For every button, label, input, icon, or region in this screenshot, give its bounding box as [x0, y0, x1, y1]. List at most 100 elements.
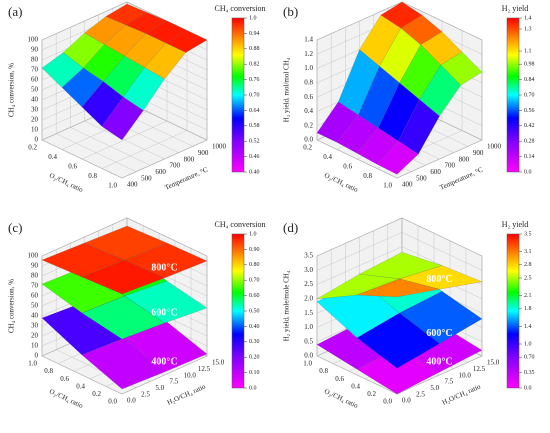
y-tick-label: 600: [155, 168, 166, 176]
colorbar-tick-label: 0.98: [524, 62, 535, 68]
grid-line: [41, 139, 123, 179]
x-tick-label: 1.0: [108, 182, 117, 190]
colorbar-tick-label: 1.0: [249, 15, 257, 21]
z-tick-label: 1.2: [304, 50, 313, 58]
colorbar-tick-label: 0.52: [249, 139, 260, 145]
y-tick-label: 7.5: [445, 378, 454, 386]
grid-line: [126, 217, 208, 257]
y-tick-label: 15.0: [212, 359, 225, 367]
y-tick-label: 5.0: [155, 384, 164, 392]
z-tick-label: 20: [31, 332, 39, 340]
grid-line: [401, 232, 483, 271]
grid-line: [316, 139, 398, 179]
z-tick-label: 3.5: [304, 252, 313, 260]
x-tick-label: 0.6: [343, 163, 352, 171]
panel: 0.0 0.5 1.0 1.5 2.0 2.5 3.0 3.5 1.0 0.8 0.6 0.4 0.2 0…: [283, 217, 535, 410]
colorbar-tick-label: 1.3: [524, 26, 532, 32]
x-tick-label: 0.2: [92, 390, 101, 398]
surface-patch: [101, 96, 144, 141]
colorbar-tick-label: 0.14: [524, 154, 535, 160]
colorbar-tick-label: 0.60: [249, 293, 260, 299]
colorbar-tick-label: 0.88: [249, 46, 260, 52]
grid-line: [41, 355, 123, 395]
y-tick-label: 600: [430, 168, 441, 176]
surface-patch: [356, 278, 440, 298]
x-axis-title: O₂/CH₄ ratio: [48, 171, 85, 194]
colorbar-tick-label: 0.80: [249, 262, 260, 268]
x-tick-label: 0.4: [48, 153, 57, 161]
x-axis-title: O₂/CH₄ ratio: [323, 387, 360, 410]
surface-annotation: 800°C: [151, 263, 177, 274]
colorbar: [231, 233, 245, 389]
x-tick-label: 0.8: [44, 367, 53, 375]
surface-annotation: 400°C: [151, 357, 177, 368]
y-tick-label: 1000: [487, 143, 502, 151]
colorbar: [506, 233, 520, 389]
panel: 0 10 20 30 40 50 60 70 80 90 100 1.0 0.8 0.6 0.4 0.2 0.0…: [8, 217, 266, 410]
grid-line: [70, 127, 151, 166]
z-tick-label: 70: [31, 282, 39, 290]
z-tick-label: 0.5: [304, 337, 313, 345]
colorbar-tick-label: 0.58: [249, 123, 260, 129]
z-tick-label: 50: [31, 86, 39, 94]
surface-patch: [398, 265, 483, 290]
x-tick-label: 0.6: [68, 163, 77, 171]
y-tick-label: 900: [473, 149, 484, 157]
surface-patch: [81, 337, 165, 390]
panel-label: (a): [8, 4, 22, 19]
panel: 0.00.20.40.60.81.01.21.40.20.40.60.81.0 4…: [283, 1, 535, 194]
z-tick-label: 3.0: [304, 266, 313, 274]
colorbar-tick-label: 0.0: [524, 169, 532, 175]
colorbar-tick-label: 0.70: [249, 92, 260, 98]
z-tick-label: 0.8: [304, 78, 313, 86]
colorbar-tick-label: 0.46: [249, 154, 260, 160]
colorbar-tick-label: 0.70: [524, 355, 535, 361]
colorbar-tick-label: 0.35: [524, 370, 535, 376]
z-tick-label: 80: [31, 56, 39, 64]
z-tick-label: 90: [31, 262, 39, 270]
y-tick-label: 800: [459, 155, 470, 163]
x-tick-label: 1.0: [303, 360, 312, 368]
colorbar-tick-label: 0.30: [249, 339, 260, 345]
z-tick-label: 0: [35, 352, 39, 360]
colorbar-tick-label: 0.82: [249, 62, 260, 68]
y-tick-label: 400: [127, 181, 138, 189]
colorbar-title: H₂ yield: [502, 220, 529, 229]
z-tick-label: 40: [31, 96, 39, 104]
z-tick-label: 2.5: [304, 280, 313, 288]
colorbar-tick-label: 0.28: [524, 139, 535, 145]
surface-patch: [356, 312, 440, 369]
surface-annotation: 400°C: [426, 357, 452, 368]
z-axis-title: H₂ yield, mol/mol CH₄: [283, 57, 291, 122]
y-tick-label: 0.0: [402, 397, 411, 405]
z-tick-label: 10: [31, 126, 39, 134]
z-tick-label: 2.0: [304, 294, 313, 302]
x-tick-label: 0.6: [335, 375, 344, 383]
y-tick-label: 7.5: [170, 378, 179, 386]
y-tick-label: 0.0: [127, 397, 136, 405]
z-tick-label: 0.0: [304, 136, 313, 144]
z-axis-title: CH₄ conversion, %: [8, 63, 16, 117]
y-axis-title: H₂O/CH₄ ratio: [441, 382, 482, 406]
surface-patch: [81, 259, 166, 295]
colorbar-tick-label: 0.56: [524, 108, 535, 114]
y-tick-label: 700: [445, 162, 456, 170]
colorbar-tick-label: 0.90: [249, 247, 260, 253]
y-tick-label: 400: [402, 181, 413, 189]
z-tick-label: 30: [31, 106, 39, 114]
z-tick-label: 30: [31, 322, 39, 330]
colorbar-tick-label: 1.4: [524, 324, 532, 330]
colorbar-tick-label: 0.40: [249, 169, 260, 175]
z-tick-label: 0.4: [304, 107, 313, 115]
z-axis-title: CH₄ conversion, %: [8, 279, 16, 333]
y-tick-label: 12.5: [198, 365, 211, 373]
z-tick-label: 10: [31, 342, 39, 350]
colorbar-tick-label: 1.0: [524, 341, 532, 347]
colorbar-tick-label: 0.84: [524, 77, 535, 83]
z-tick-label: 1.4: [304, 36, 313, 44]
z-tick-label: 90: [31, 46, 39, 54]
z-tick-label: 0.2: [304, 121, 313, 129]
z-tick-label: 0.6: [304, 93, 313, 101]
colorbar-tick-label: 1.8: [524, 306, 532, 312]
